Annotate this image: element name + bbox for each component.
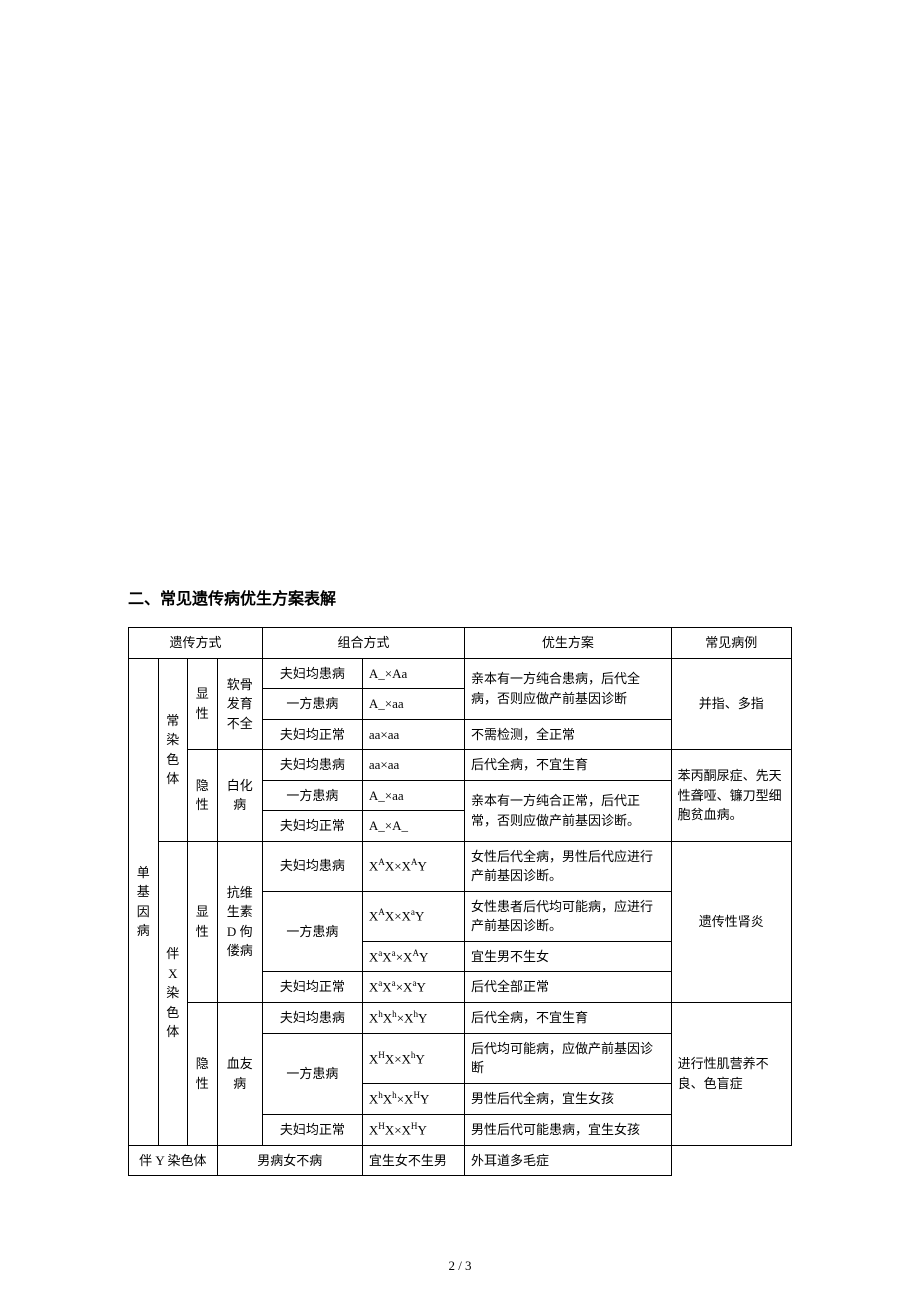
cell-combo: 夫妇均正常 — [262, 811, 362, 842]
cell-combo: 一方患病 — [262, 689, 362, 720]
cell-genotype: A_×aa — [362, 689, 464, 720]
cell-genotype: A_×aa — [362, 780, 464, 811]
cell-genotype: XaXa×XaY — [362, 972, 464, 1003]
table-header-row: 遗传方式 组合方式 优生方案 常见病例 — [129, 628, 792, 659]
cell-plan: 后代全部正常 — [465, 972, 672, 1003]
header-plan: 优生方案 — [465, 628, 672, 659]
table-row: 伴 X 染色体 显性 抗维生素 D 佝偻病 夫妇均患病 XAX×XAY 女性后代… — [129, 841, 792, 891]
genetics-table: 遗传方式 组合方式 优生方案 常见病例 单基因病 常染色体 显性 软骨发育不全 … — [128, 627, 792, 1176]
table-row: 隐性 血友病 夫妇均患病 XhXh×XhY 后代全病，不宜生育 进行性肌营养不良… — [129, 1003, 792, 1034]
cell-combo: 夫妇均患病 — [262, 841, 362, 891]
cell-plan: 男性后代全病，宜生女孩 — [465, 1083, 672, 1114]
cell-combo: 一方患病 — [262, 780, 362, 811]
cell-plan: 后代均可能病，应做产前基因诊断 — [465, 1033, 672, 1083]
cell-plan: 亲本有一方纯合正常，后代正常，否则应做产前基因诊断。 — [465, 780, 672, 841]
cell-plan: 宜生男不生女 — [465, 941, 672, 972]
table-row: 伴 Y 染色体 男病女不病 宜生女不生男 外耳道多毛症 — [129, 1145, 792, 1176]
cell-genotype: aa×aa — [362, 719, 464, 750]
cell-ylinked: 伴 Y 染色体 — [129, 1145, 218, 1176]
section-title: 二、常见遗传病优生方案表解 — [128, 585, 792, 609]
table-row: 隐性 白化病 夫妇均患病 aa×aa 后代全病，不宜生育 苯丙酮尿症、先天性聋哑… — [129, 750, 792, 781]
header-inheritance: 遗传方式 — [129, 628, 263, 659]
cell-plan: 女性后代全病，男性后代应进行产前基因诊断。 — [465, 841, 672, 891]
cell-autosomal: 常染色体 — [158, 658, 188, 841]
cell-combo: 夫妇均患病 — [262, 750, 362, 781]
cell-example: 进行性肌营养不良、色盲症 — [671, 1003, 791, 1145]
cell-recessive: 隐性 — [188, 1003, 218, 1145]
cell-combo: 一方患病 — [262, 1033, 362, 1114]
cell-combo: 夫妇均正常 — [262, 719, 362, 750]
cell-disease-hemophilia: 血友病 — [217, 1003, 262, 1145]
cell-plan: 亲本有一方纯合患病，后代全病，否则应做产前基因诊断 — [465, 658, 672, 719]
cell-combo: 男病女不病 — [217, 1145, 362, 1176]
cell-genotype: XHX×XhY — [362, 1033, 464, 1083]
cell-plan: 女性患者后代均可能病，应进行产前基因诊断。 — [465, 891, 672, 941]
cell-recessive: 隐性 — [188, 750, 218, 842]
cell-combo: 一方患病 — [262, 891, 362, 972]
cell-example: 外耳道多毛症 — [465, 1145, 672, 1176]
cell-example: 并指、多指 — [671, 658, 791, 750]
cell-genotype: aa×aa — [362, 750, 464, 781]
cell-genotype: XhXh×XHY — [362, 1083, 464, 1114]
table-row: 单基因病 常染色体 显性 软骨发育不全 夫妇均患病 A_×Aa 亲本有一方纯合患… — [129, 658, 792, 689]
header-combination: 组合方式 — [262, 628, 464, 659]
cell-genotype: XaXa×XAY — [362, 941, 464, 972]
cell-disease-albinism: 白化病 — [217, 750, 262, 842]
cell-example: 苯丙酮尿症、先天性聋哑、镰刀型细胞贫血病。 — [671, 750, 791, 842]
cell-combo: 夫妇均患病 — [262, 1003, 362, 1034]
cell-disease-softbone: 软骨发育不全 — [217, 658, 262, 750]
cell-dominant: 显性 — [188, 658, 218, 750]
cell-disease-vitd: 抗维生素 D 佝偻病 — [217, 841, 262, 1003]
cell-combo: 夫妇均患病 — [262, 658, 362, 689]
cell-plan: 不需检测，全正常 — [465, 719, 672, 750]
cell-genotype: XAX×XAY — [362, 841, 464, 891]
cell-combo: 夫妇均正常 — [262, 972, 362, 1003]
cell-genotype: XAX×XaY — [362, 891, 464, 941]
cell-single-gene: 单基因病 — [129, 658, 159, 1145]
cell-genotype: A_×Aa — [362, 658, 464, 689]
cell-genotype: XhXh×XhY — [362, 1003, 464, 1034]
cell-plan: 后代全病，不宜生育 — [465, 750, 672, 781]
cell-combo: 夫妇均正常 — [262, 1114, 362, 1145]
cell-dominant: 显性 — [188, 841, 218, 1003]
header-example: 常见病例 — [671, 628, 791, 659]
cell-example: 遗传性肾炎 — [671, 841, 791, 1003]
cell-plan: 宜生女不生男 — [362, 1145, 464, 1176]
cell-plan: 男性后代可能患病，宜生女孩 — [465, 1114, 672, 1145]
cell-plan: 后代全病，不宜生育 — [465, 1003, 672, 1034]
page-footer: 2 / 3 — [0, 1258, 920, 1274]
cell-genotype: XHX×XHY — [362, 1114, 464, 1145]
cell-xlinked: 伴 X 染色体 — [158, 841, 188, 1145]
cell-genotype: A_×A_ — [362, 811, 464, 842]
